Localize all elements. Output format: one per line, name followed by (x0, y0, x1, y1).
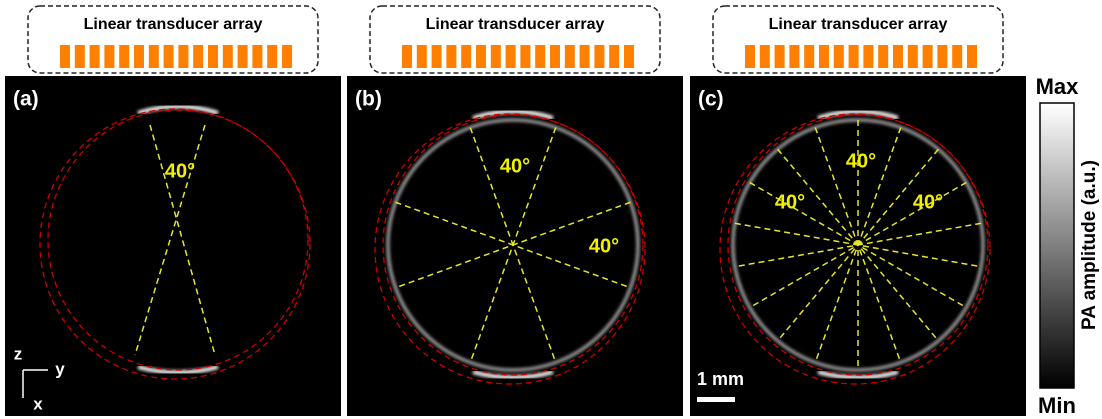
transducer-element (580, 45, 590, 68)
array-label: Linear transducer array (84, 16, 263, 33)
transducer-element (624, 45, 634, 68)
transducer-element (238, 45, 248, 68)
scale-bar (697, 397, 735, 402)
colorbar-label: PA amplitude (a.u.) (1079, 160, 1100, 330)
transducer-element (75, 45, 85, 68)
angle-label: 40° (589, 235, 619, 257)
transducer-element (267, 45, 277, 68)
scale-bar-label: 1 mm (697, 369, 744, 389)
transducer-element (119, 45, 129, 68)
transducer-element (535, 45, 545, 68)
transducer-element (550, 45, 560, 68)
transducer-element (967, 45, 977, 68)
pa-image (347, 76, 683, 416)
transducer-element (402, 45, 412, 68)
transducer-element (491, 45, 501, 68)
angle-label: 40° (775, 191, 805, 213)
transducer-element (923, 45, 933, 68)
transducer-element (789, 45, 799, 68)
transducer-element (104, 45, 114, 68)
transducer-element (775, 45, 785, 68)
transducer-element (834, 45, 844, 68)
transducer-element (223, 45, 233, 68)
angle-label: 40° (913, 191, 943, 213)
transducer-element (432, 45, 442, 68)
panel-label: (c) (698, 88, 724, 111)
transducer-element (819, 45, 829, 68)
colorbar (1040, 103, 1074, 388)
axis-y: y (55, 359, 65, 378)
transducer-element (90, 45, 100, 68)
panel-label: (b) (355, 88, 382, 111)
transducer-element (952, 45, 962, 68)
transducer-element (520, 45, 530, 68)
angle-label: 40° (500, 155, 530, 177)
transducer-element (208, 45, 218, 68)
transducer-element (893, 45, 903, 68)
transducer-element (476, 45, 486, 68)
transducer-element (134, 45, 144, 68)
transducer-element (252, 45, 262, 68)
transducer-element (60, 45, 70, 68)
transducer-element (878, 45, 888, 68)
angle-label: 40° (846, 150, 876, 172)
transducer-element (461, 45, 471, 68)
angle-label: 40° (165, 160, 195, 182)
transducer-element (745, 45, 755, 68)
transducer-element (565, 45, 575, 68)
transducer-element (908, 45, 918, 68)
transducer-element (849, 45, 859, 68)
transducer-element (594, 45, 604, 68)
transducer-element (282, 45, 292, 68)
transducer-element (804, 45, 814, 68)
transducer-element (193, 45, 203, 68)
panel-label: (a) (13, 88, 39, 111)
axis-z: z (14, 344, 23, 363)
colorbar-min: Min (1038, 393, 1076, 418)
colorbar-max: Max (1036, 74, 1080, 99)
axis-x: x (33, 394, 43, 413)
array-label: Linear transducer array (769, 16, 948, 33)
transducer-element (149, 45, 159, 68)
transducer-element (760, 45, 770, 68)
transducer-element (178, 45, 188, 68)
figure: Linear transducer array 40° (a) Linear tran… (0, 0, 1102, 419)
transducer-element (417, 45, 427, 68)
transducer-element (446, 45, 456, 68)
transducer-element (863, 45, 873, 68)
transducer-element (506, 45, 516, 68)
transducer-element (609, 45, 619, 68)
transducer-element (164, 45, 174, 68)
array-label: Linear transducer array (426, 16, 605, 33)
transducer-element (937, 45, 947, 68)
